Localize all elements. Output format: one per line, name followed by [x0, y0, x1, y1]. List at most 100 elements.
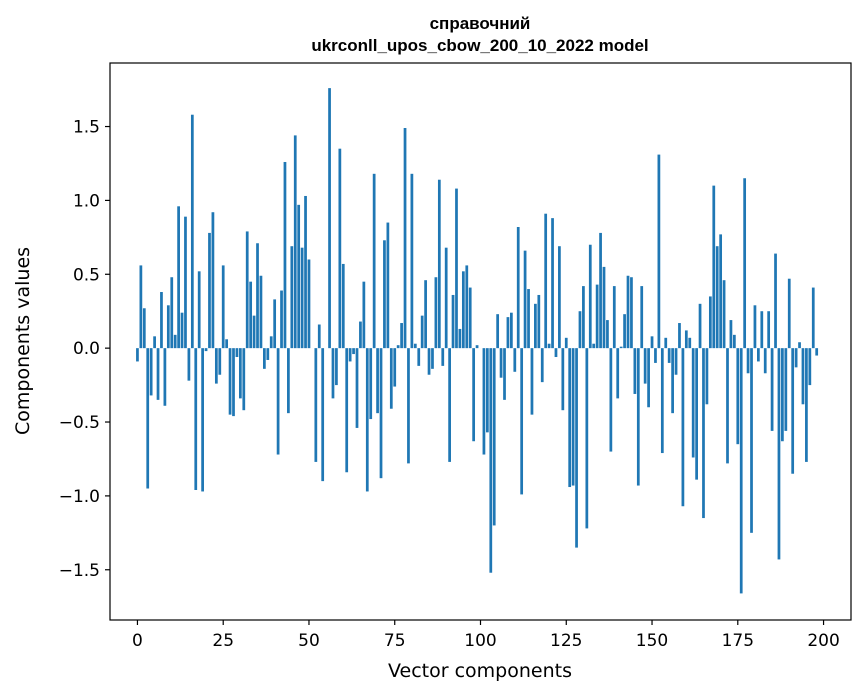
- bar: [485, 348, 489, 433]
- bar: [595, 284, 599, 349]
- bar: [328, 88, 331, 349]
- bar: [547, 343, 551, 349]
- bar: [266, 348, 270, 360]
- bar: [516, 227, 520, 349]
- bar: [791, 348, 795, 474]
- bar: [177, 206, 180, 349]
- bar: [770, 348, 774, 431]
- bar: [448, 348, 451, 462]
- bar: [801, 348, 805, 405]
- bar: [492, 348, 496, 526]
- bar: [300, 247, 304, 349]
- bar: [640, 286, 644, 349]
- bar: [757, 348, 760, 362]
- bar: [815, 348, 819, 356]
- bar: [808, 348, 812, 386]
- bar: [410, 173, 414, 349]
- bar: [180, 312, 184, 349]
- bar: [482, 348, 486, 455]
- bar: [287, 348, 290, 414]
- bar: [160, 292, 163, 349]
- bar: [369, 348, 373, 420]
- x-tick-label: 150: [636, 631, 668, 651]
- bar: [321, 348, 325, 482]
- bar: [774, 253, 777, 349]
- bar: [650, 336, 654, 349]
- bar: [798, 342, 801, 349]
- bar: [609, 348, 613, 452]
- bar: [407, 348, 410, 464]
- y-tick-label: 1.5: [73, 118, 100, 138]
- bar: [256, 243, 259, 349]
- bar: [304, 195, 307, 349]
- bar: [238, 348, 242, 399]
- bar: [283, 161, 287, 349]
- bar: [794, 348, 798, 368]
- bar: [616, 348, 620, 399]
- bar: [386, 222, 390, 349]
- bar: [551, 218, 554, 349]
- bar: [355, 348, 359, 428]
- bar: [681, 348, 685, 507]
- bar: [197, 271, 201, 349]
- bar: [383, 240, 386, 349]
- bar: [623, 314, 626, 349]
- bar: [136, 348, 139, 362]
- bar: [166, 305, 170, 349]
- bar: [499, 348, 503, 378]
- bar: [729, 320, 733, 349]
- bar: [674, 348, 678, 375]
- bar: [787, 278, 791, 349]
- bar: [732, 334, 736, 349]
- bar: [739, 348, 743, 594]
- bar: [225, 339, 229, 349]
- bar: [520, 348, 524, 495]
- bar: [338, 148, 342, 349]
- bar: [187, 348, 191, 381]
- bar: [746, 348, 750, 374]
- bar: [510, 312, 513, 349]
- bar: [163, 348, 167, 406]
- plot-frame: [109, 62, 852, 621]
- bar: [722, 280, 726, 349]
- chart-title-line-1: справочний: [430, 14, 531, 33]
- bar: [691, 348, 695, 458]
- bar: [715, 246, 719, 349]
- y-tick-label: 1.0: [73, 191, 100, 211]
- bar: [712, 185, 716, 349]
- bar: [777, 348, 781, 560]
- bar: [753, 305, 757, 349]
- bar: [218, 348, 222, 375]
- bar: [252, 315, 256, 349]
- bar: [146, 348, 150, 489]
- bar: [564, 337, 568, 349]
- bar: [811, 287, 815, 349]
- bar: [413, 343, 417, 349]
- x-tick-label: 75: [384, 631, 406, 651]
- x-tick-label: 125: [550, 631, 582, 651]
- bar: [513, 348, 517, 372]
- bar: [660, 348, 664, 454]
- bar: [221, 265, 225, 349]
- bar: [293, 135, 297, 349]
- bar: [705, 348, 709, 405]
- bar: [204, 348, 208, 352]
- bar: [805, 348, 808, 462]
- bar: [345, 348, 349, 473]
- y-axis-ticks: −1.5 −1.0 −0.5 0.0 0.5 1.0 1.5: [59, 118, 110, 581]
- x-tick-label: 50: [298, 631, 320, 651]
- bar: [190, 114, 194, 349]
- bar: [307, 259, 311, 349]
- bar: [451, 294, 455, 349]
- y-tick-label: −1.0: [59, 487, 100, 507]
- bar: [606, 320, 609, 349]
- bar: [475, 345, 479, 349]
- bar: [575, 348, 578, 548]
- bar: [760, 311, 764, 349]
- bar: [263, 348, 266, 369]
- bar: [537, 294, 541, 349]
- bar: [242, 348, 246, 411]
- bar: [335, 348, 338, 386]
- bar: [427, 348, 431, 375]
